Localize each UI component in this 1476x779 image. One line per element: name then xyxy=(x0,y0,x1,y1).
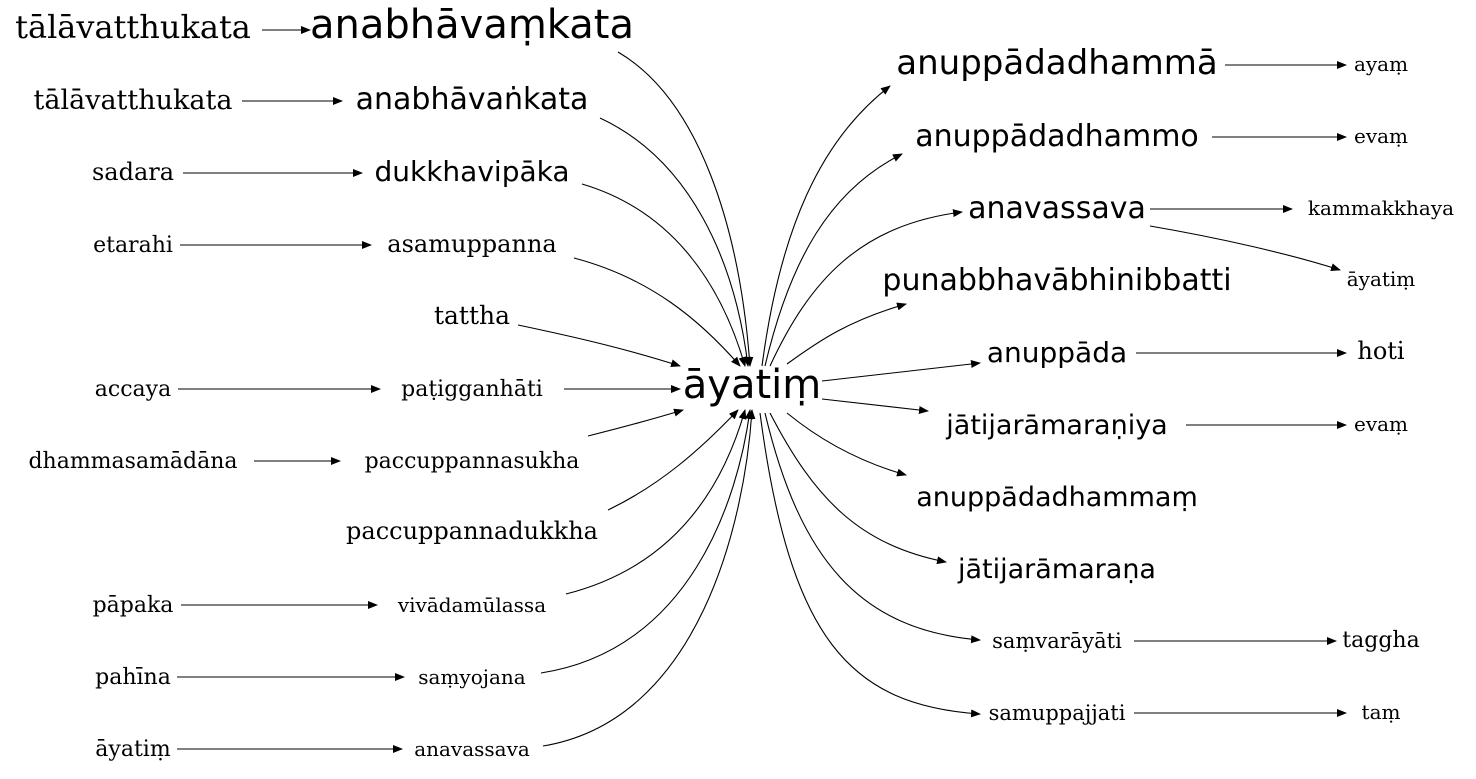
edge xyxy=(542,409,756,747)
node-right: anuppādadhammaṃ xyxy=(916,482,1198,513)
edge xyxy=(517,324,681,368)
edge xyxy=(764,153,903,367)
node-source: dhammasamādāna xyxy=(28,449,237,474)
edge xyxy=(786,302,907,365)
node-source: accaya xyxy=(95,377,171,402)
node-tail: evaṃ xyxy=(1354,124,1408,148)
node-target: paccuppannasukha xyxy=(365,449,580,474)
edge xyxy=(1149,225,1341,272)
node-right: saṃvarāyāti xyxy=(992,629,1122,653)
node-tail: taṃ xyxy=(1362,700,1401,724)
edge xyxy=(599,117,751,367)
node-target: paṭigganhāti xyxy=(401,377,543,402)
edge xyxy=(764,412,981,644)
node-right: anuppāda xyxy=(987,336,1127,369)
node-right: jātijarāmaraṇa xyxy=(957,554,1156,585)
node-target: dukkhavipāka xyxy=(374,155,569,188)
node-right: jātijarāmaraṇiya xyxy=(945,410,1167,441)
node-right: anuppādadhammo xyxy=(915,119,1199,154)
node-tail: kammakkhaya xyxy=(1308,196,1454,220)
edge xyxy=(769,412,947,565)
edge xyxy=(617,51,754,367)
edge xyxy=(821,398,929,414)
node-target: anavassava xyxy=(414,737,530,761)
node-right: punabbhavābhinibbatti xyxy=(882,263,1231,298)
node-target: tattha xyxy=(434,301,510,330)
node-source: pāpaka xyxy=(93,593,174,618)
node-tail: āyatiṃ xyxy=(1347,267,1416,291)
edge xyxy=(786,412,907,477)
node-target: saṃyojana xyxy=(418,665,525,689)
edge xyxy=(761,85,891,367)
node-source: pahīna xyxy=(95,665,171,690)
node-target: vivādamūlassa xyxy=(397,593,546,617)
node-center: āyatiṃ xyxy=(683,362,821,408)
node-target: anabhāvaṃkata xyxy=(310,2,634,48)
node-source: sadara xyxy=(92,158,174,186)
node-right: anuppādadhammā xyxy=(896,43,1217,83)
node-tail: evaṃ xyxy=(1354,412,1408,436)
node-tail: hoti xyxy=(1357,337,1405,365)
edge xyxy=(540,409,753,674)
edge xyxy=(573,257,741,367)
node-source: āyatiṃ xyxy=(95,737,171,762)
node-tail: ayaṃ xyxy=(1354,52,1408,76)
node-tail: taggha xyxy=(1342,628,1419,653)
node-right: samuppajjati xyxy=(989,701,1126,725)
node-source: etarahi xyxy=(93,233,173,258)
edge xyxy=(587,408,684,437)
node-target: asamuppanna xyxy=(387,230,556,258)
edge xyxy=(821,360,981,382)
edge xyxy=(759,412,981,718)
node-source: tālāvatthukata xyxy=(15,8,251,46)
edge xyxy=(607,409,739,511)
edge xyxy=(581,183,747,367)
node-source: tālāvatthukata xyxy=(34,85,233,116)
node-target: anabhāvaṅkata xyxy=(356,82,589,117)
edge xyxy=(769,209,963,367)
node-target: paccuppannadukkha xyxy=(346,517,598,545)
node-right: anavassava xyxy=(968,191,1146,226)
edge xyxy=(565,409,747,595)
